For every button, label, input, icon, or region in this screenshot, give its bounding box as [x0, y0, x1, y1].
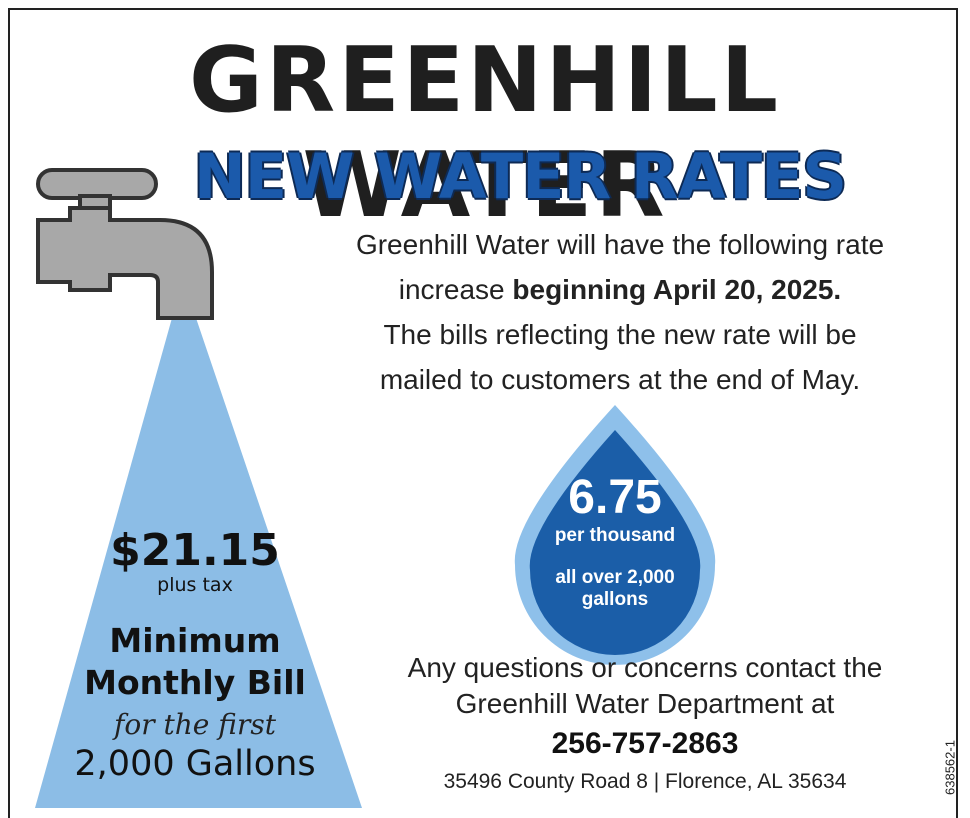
minimum-label: Minimum Monthly Bill [60, 620, 330, 704]
gallons: 2,000 Gallons [50, 744, 340, 784]
contact-text: Any questions or concerns contact the Gr… [395, 650, 895, 722]
address: 35496 County Road 8 | Florence, AL 35634 [395, 770, 895, 794]
tax-note: plus tax [60, 574, 330, 596]
notice-line: increase beginning April 20, 2025. [320, 267, 920, 312]
notice-text: increase [399, 274, 505, 305]
notice-line: The bills reflecting the new rate will b… [320, 312, 920, 357]
effective-date: beginning April 20, 2025. [512, 274, 841, 305]
page: GREENHILL WATER NEW WATER RATES Greenhil… [0, 0, 970, 814]
minimum-price: $21.15 [60, 525, 330, 576]
notice-line: mailed to customers at the end of May. [320, 357, 920, 402]
ad-id: 638562-1 [943, 723, 958, 813]
rate-amount: 6.75 [535, 470, 695, 525]
notice-line: Greenhill Water will have the following … [320, 222, 920, 267]
rate-unit: per thousand [535, 525, 695, 547]
phone: 256-757-2863 [395, 727, 895, 761]
rate-condition: all over 2,000 gallons [555, 567, 675, 611]
for-first: for the first [60, 708, 330, 741]
subtitle: NEW WATER RATES [180, 140, 860, 213]
